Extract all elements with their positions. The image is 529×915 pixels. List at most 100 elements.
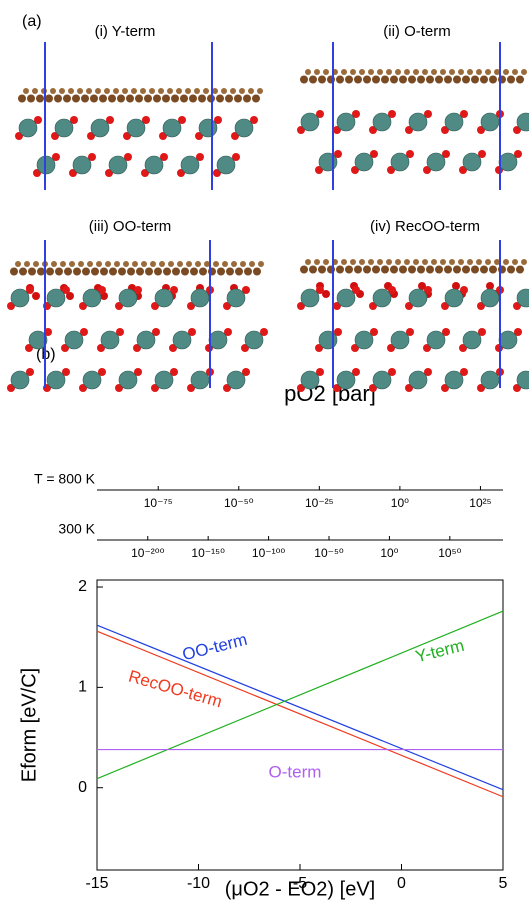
carbon-atom bbox=[480, 266, 488, 274]
carbon-atom bbox=[440, 69, 446, 75]
carbon-atom bbox=[153, 95, 161, 103]
carbon-atom bbox=[162, 95, 170, 103]
carbon-atom bbox=[177, 261, 183, 267]
metal-atom bbox=[235, 119, 253, 137]
metal-atom bbox=[427, 331, 445, 349]
carbon-atom bbox=[54, 95, 62, 103]
metal-atom bbox=[181, 156, 199, 174]
carbon-atom bbox=[404, 69, 410, 75]
pressure-tick-label: 10⁻⁵⁰ bbox=[224, 496, 254, 510]
metal-atom bbox=[391, 331, 409, 349]
oxygen-atom bbox=[32, 292, 40, 300]
carbon-atom bbox=[462, 76, 470, 84]
carbon-atom bbox=[225, 95, 233, 103]
metal-atom bbox=[319, 331, 337, 349]
metal-atom bbox=[227, 289, 245, 307]
carbon-atom bbox=[372, 266, 380, 274]
carbon-atom bbox=[113, 88, 119, 94]
metal-atom bbox=[481, 371, 499, 389]
carbon-atom bbox=[314, 69, 320, 75]
carbon-atom bbox=[114, 261, 120, 267]
carbon-atom bbox=[180, 95, 188, 103]
carbon-atom bbox=[305, 259, 311, 265]
metal-atom bbox=[55, 119, 73, 137]
carbon-atom bbox=[235, 268, 243, 276]
carbon-atom bbox=[431, 259, 437, 265]
carbon-atom bbox=[37, 268, 45, 276]
carbon-atom bbox=[198, 95, 206, 103]
carbon-atom bbox=[185, 88, 191, 94]
metal-atom bbox=[301, 113, 319, 131]
carbon-atom bbox=[480, 76, 488, 84]
carbon-atom bbox=[408, 266, 416, 274]
carbon-atom bbox=[314, 259, 320, 265]
carbon-atom bbox=[440, 259, 446, 265]
series-label: Y-term bbox=[413, 636, 466, 666]
carbon-atom bbox=[458, 259, 464, 265]
carbon-atom bbox=[171, 95, 179, 103]
carbon-atom bbox=[422, 259, 428, 265]
series-label: RecOO-term bbox=[126, 667, 224, 712]
carbon-atom bbox=[194, 88, 200, 94]
metal-atom bbox=[481, 113, 499, 131]
carbon-atom bbox=[503, 259, 509, 265]
carbon-atom bbox=[18, 95, 26, 103]
metal-atom bbox=[445, 371, 463, 389]
carbon-atom bbox=[117, 95, 125, 103]
pressure-tick-label: 10⁻¹⁰⁰ bbox=[252, 546, 285, 560]
carbon-atom bbox=[163, 268, 171, 276]
metal-atom bbox=[499, 331, 517, 349]
metal-atom bbox=[337, 113, 355, 131]
carbon-atom bbox=[64, 268, 72, 276]
carbon-atom bbox=[226, 268, 234, 276]
carbon-atom bbox=[131, 88, 137, 94]
carbon-atom bbox=[136, 268, 144, 276]
carbon-atom bbox=[222, 261, 228, 267]
carbon-atom bbox=[190, 268, 198, 276]
carbon-atom bbox=[381, 76, 389, 84]
y-axis-label: Eform [eV/C] bbox=[18, 668, 40, 782]
carbon-atom bbox=[28, 268, 36, 276]
carbon-atom bbox=[449, 259, 455, 265]
carbon-atom bbox=[150, 261, 156, 267]
carbon-atom bbox=[377, 259, 383, 265]
carbon-atom bbox=[395, 69, 401, 75]
carbon-atom bbox=[55, 268, 63, 276]
carbon-atom bbox=[78, 261, 84, 267]
carbon-atom bbox=[122, 88, 128, 94]
carbon-atom bbox=[96, 261, 102, 267]
carbon-atom bbox=[300, 76, 308, 84]
metal-atom bbox=[337, 371, 355, 389]
carbon-atom bbox=[435, 76, 443, 84]
metal-atom bbox=[173, 331, 191, 349]
carbon-atom bbox=[118, 268, 126, 276]
carbon-atom bbox=[476, 259, 482, 265]
carbon-atom bbox=[507, 76, 515, 84]
pressure-tick-label: 10⁰ bbox=[380, 546, 398, 560]
metal-atom bbox=[47, 371, 65, 389]
carbon-atom bbox=[476, 69, 482, 75]
carbon-atom bbox=[408, 76, 416, 84]
carbon-atom bbox=[135, 95, 143, 103]
metal-atom bbox=[83, 371, 101, 389]
carbon-atom bbox=[99, 95, 107, 103]
metal-atom bbox=[65, 331, 83, 349]
carbon-atom bbox=[309, 266, 317, 274]
metal-atom bbox=[463, 331, 481, 349]
metal-atom bbox=[137, 331, 155, 349]
metal-atom bbox=[409, 371, 427, 389]
carbon-atom bbox=[323, 259, 329, 265]
metal-atom bbox=[373, 113, 391, 131]
carbon-atom bbox=[33, 261, 39, 267]
series-label: O-term bbox=[269, 762, 322, 781]
metal-atom bbox=[481, 289, 499, 307]
metal-atom bbox=[209, 331, 227, 349]
carbon-atom bbox=[127, 268, 135, 276]
carbon-atom bbox=[230, 88, 236, 94]
carbon-atom bbox=[81, 95, 89, 103]
carbon-atom bbox=[336, 76, 344, 84]
carbon-atom bbox=[399, 266, 407, 274]
x-tick-label: 5 bbox=[499, 875, 508, 892]
carbon-atom bbox=[377, 69, 383, 75]
carbon-atom bbox=[345, 76, 353, 84]
